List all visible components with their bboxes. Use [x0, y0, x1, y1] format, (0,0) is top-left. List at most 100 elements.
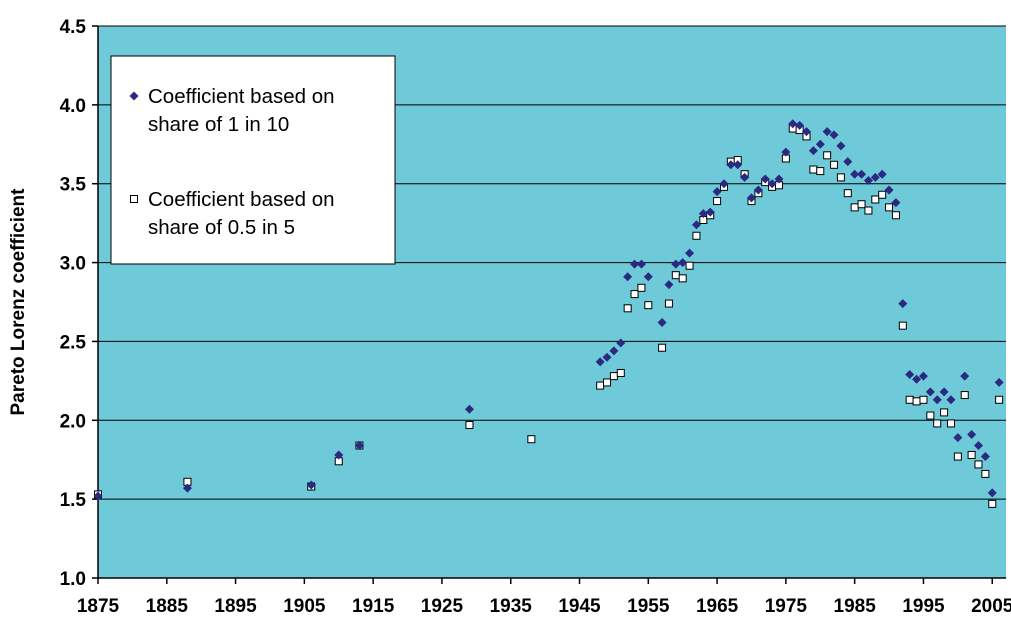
x-tick-label: 1965: [696, 596, 739, 617]
data-point-diamond: [774, 174, 784, 184]
data-point-diamond: [967, 429, 977, 439]
data-point-diamond: [595, 357, 605, 367]
data-point-square: [836, 173, 845, 182]
data-point-diamond: [877, 169, 887, 179]
legend-entry-1-line-1: Coefficient based on: [148, 85, 335, 108]
y-tick-label: 1.5: [60, 490, 87, 511]
data-point-diamond: [863, 176, 873, 186]
data-point-diamond: [857, 169, 867, 179]
data-point-square: [974, 460, 983, 469]
data-point-diamond: [898, 299, 908, 309]
data-point-diamond: [870, 172, 880, 182]
x-tick-label: 2005: [971, 596, 1011, 617]
data-point-diamond: [464, 404, 474, 414]
data-point-diamond: [781, 147, 791, 157]
data-point-square: [843, 189, 852, 198]
x-tick-label: 1995: [902, 596, 945, 617]
data-point-diamond: [616, 338, 626, 348]
data-point-diamond: [939, 387, 949, 397]
data-point-square: [946, 419, 955, 428]
data-point-diamond: [705, 207, 715, 217]
data-point-diamond: [733, 160, 743, 170]
data-point-square: [465, 421, 474, 430]
data-point-square: [671, 271, 680, 280]
data-point-diamond: [829, 130, 839, 140]
data-point-diamond: [602, 352, 612, 362]
data-point-square: [664, 299, 673, 308]
y-tick-label: 4.0: [60, 96, 86, 117]
data-point-square: [692, 231, 701, 240]
data-point-square: [527, 435, 536, 444]
data-point-diamond: [795, 120, 805, 130]
y-tick-label: 4.5: [60, 17, 87, 38]
legend-box: [110, 55, 396, 265]
data-point-diamond: [306, 480, 316, 490]
data-point-diamond: [643, 272, 653, 282]
data-point-diamond: [884, 185, 894, 195]
y-tick-label: 3.0: [60, 254, 86, 275]
data-point-square: [630, 290, 639, 299]
x-tick-label: 1875: [77, 596, 120, 617]
x-tick-label: 1905: [283, 596, 326, 617]
data-point-square: [616, 368, 625, 377]
x-tick-label: 1895: [214, 596, 257, 617]
data-point-square: [637, 283, 646, 292]
y-tick-label: 3.5: [60, 175, 87, 196]
legend-entry-2-line-2: share of 0.5 in 5: [148, 216, 295, 239]
data-point-square: [603, 378, 612, 387]
data-point-diamond: [93, 491, 103, 501]
legend-marker-diamond: [129, 91, 139, 101]
data-point-diamond: [664, 280, 674, 290]
data-point-square: [596, 381, 605, 390]
data-point-diamond: [712, 187, 722, 197]
x-tick-label: 1955: [627, 596, 670, 617]
data-point-square: [995, 395, 1004, 404]
x-tick-label: 1985: [834, 596, 877, 617]
data-point-square: [809, 165, 818, 174]
data-point-diamond: [918, 371, 928, 381]
data-point-diamond: [685, 248, 695, 258]
y-tick-label: 1.0: [60, 569, 86, 590]
x-tick-label: 1935: [490, 596, 533, 617]
data-point-square: [658, 343, 667, 352]
data-point-square: [940, 408, 949, 417]
x-tick-label: 1945: [558, 596, 601, 617]
data-point-square: [988, 499, 997, 508]
data-point-square: [981, 469, 990, 478]
data-point-square: [609, 372, 618, 381]
y-tick-label: 2.5: [60, 332, 87, 353]
data-point-diamond: [973, 441, 983, 451]
data-point-diamond: [671, 259, 681, 269]
data-point-diamond: [843, 157, 853, 167]
data-point-diamond: [815, 139, 825, 149]
data-point-diamond: [836, 141, 846, 151]
data-point-square: [891, 211, 900, 220]
data-point-square: [933, 419, 942, 428]
data-point-diamond: [987, 488, 997, 498]
data-point-square: [864, 206, 873, 215]
data-point-diamond: [636, 259, 646, 269]
data-point-diamond: [630, 259, 640, 269]
data-point-square: [830, 160, 839, 169]
data-point-square: [926, 411, 935, 420]
data-point-diamond: [760, 174, 770, 184]
data-point-diamond: [946, 395, 956, 405]
data-point-square: [713, 197, 722, 206]
data-point-diamond: [767, 179, 777, 189]
data-point-square: [685, 261, 694, 270]
data-point-square: [967, 450, 976, 459]
data-point-diamond: [850, 169, 860, 179]
data-point-diamond: [994, 377, 1004, 387]
legend: Coefficient based on share of 1 in 10 Co…: [110, 55, 396, 265]
data-point-square: [678, 274, 687, 283]
data-point-diamond: [912, 374, 922, 384]
legend-entry-2-line-1: Coefficient based on: [148, 188, 335, 211]
x-tick-labels: 1875 1885 1895 1905 1915 1925 1935 1945 1955 1965…: [77, 596, 1011, 617]
data-point-diamond: [802, 127, 812, 137]
y-axis-label: Pareto Lorenz coefficient: [8, 188, 29, 416]
data-point-diamond: [932, 395, 942, 405]
data-point-square: [816, 167, 825, 176]
x-tick-label: 1975: [765, 596, 808, 617]
